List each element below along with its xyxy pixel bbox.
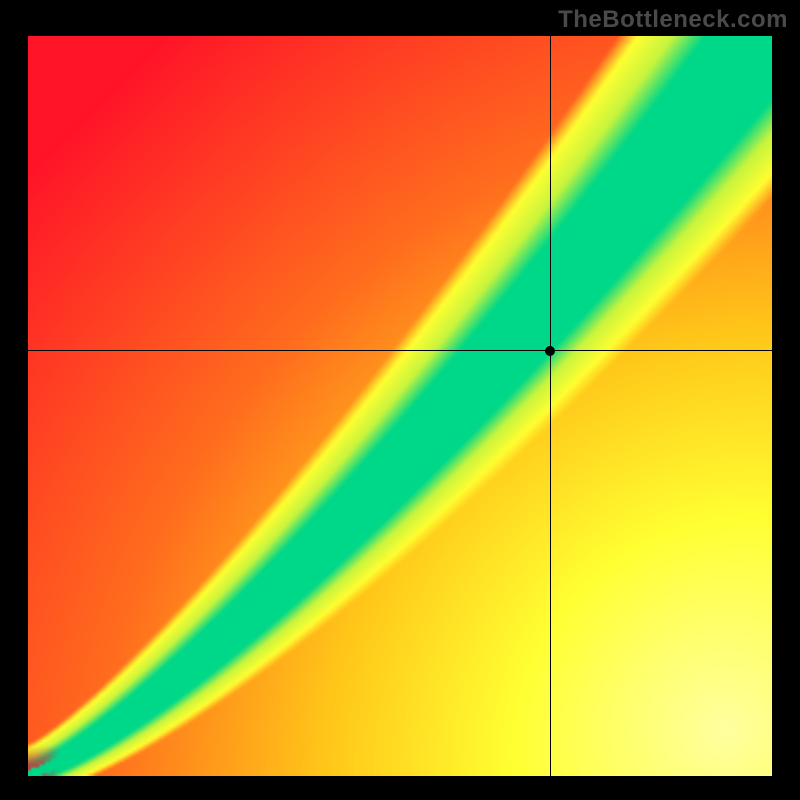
- crosshair-vertical: [550, 36, 551, 776]
- crosshair-marker: [545, 346, 555, 356]
- heatmap-plot: [28, 36, 772, 776]
- chart-frame: TheBottleneck.com: [0, 0, 800, 800]
- heatmap-canvas: [28, 36, 772, 776]
- crosshair-horizontal: [28, 350, 772, 351]
- watermark-text: TheBottleneck.com: [558, 6, 788, 34]
